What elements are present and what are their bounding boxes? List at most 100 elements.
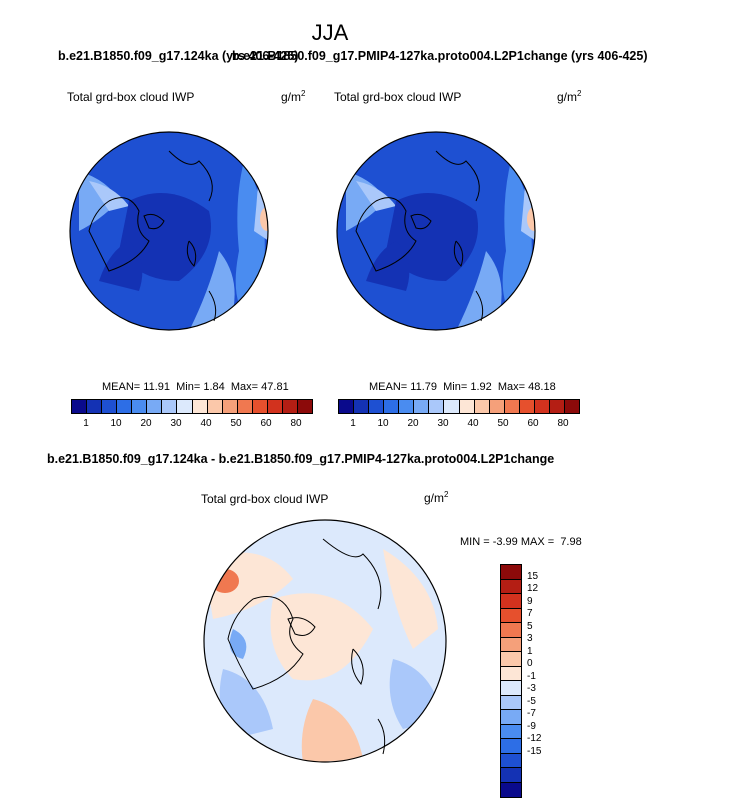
colorbar-swatch — [444, 400, 460, 413]
panel2-unit: g/m2 — [557, 89, 582, 104]
colorbar-panel2 — [338, 399, 580, 414]
colorbar-swatch — [399, 400, 415, 413]
colorbar-tick-label: 40 — [467, 418, 479, 429]
colorbar-swatch — [354, 400, 370, 413]
colorbar-tick-label: 10 — [110, 418, 122, 429]
colorbar-tick-label: 9 — [527, 595, 533, 607]
colorbar-panel1 — [71, 399, 313, 414]
colorbar-swatch — [534, 400, 550, 413]
colorbar-swatch — [504, 400, 520, 413]
colorbar-tick-label: 30 — [170, 418, 182, 429]
colorbar-tick-label: 80 — [557, 418, 569, 429]
colorbar-tick-label: 60 — [260, 418, 272, 429]
colorbar-swatch — [501, 608, 521, 623]
colorbar-swatch — [501, 739, 521, 754]
map-panel1 — [69, 131, 269, 331]
colorbar-tick-label: 1 — [83, 418, 89, 429]
season-title: JJA — [311, 20, 349, 45]
colorbar-tick-label: -9 — [527, 720, 536, 732]
colorbar-swatch — [501, 782, 521, 797]
colorbar-swatch — [252, 400, 268, 413]
colorbar-swatch — [297, 400, 312, 413]
colorbar-diff-ticks: 15 12 9 7 5 3 1 0 -1 -3 -5 -7 -9 -12 -15 — [527, 564, 557, 799]
colorbar-swatch — [192, 400, 208, 413]
colorbar-swatch — [549, 400, 565, 413]
colorbar-swatch — [501, 666, 521, 681]
colorbar-swatch — [132, 400, 148, 413]
colorbar-swatch — [267, 400, 283, 413]
colorbar-swatch — [369, 400, 385, 413]
colorbar-tick-label: -12 — [527, 733, 542, 744]
colorbar-tick-label: 1 — [350, 418, 356, 429]
colorbar-tick-label: 3 — [527, 633, 533, 644]
colorbar-swatch — [177, 400, 193, 413]
panel2-stats: MEAN= 11.79 Min= 1.92 Max= 48.18 — [369, 381, 556, 393]
colorbar-swatch — [474, 400, 490, 413]
panel1-label: Total grd-box cloud IWP — [67, 90, 195, 104]
colorbar-panel2-ticks: 1 10 20 30 40 50 60 80 — [338, 418, 578, 432]
diff-panel-unit: g/m2 — [424, 490, 449, 505]
colorbar-tick-label: 20 — [140, 418, 152, 429]
colorbar-swatch — [501, 637, 521, 652]
colorbar-tick-label: -3 — [527, 683, 536, 694]
colorbar-swatch — [501, 652, 521, 667]
colorbar-swatch — [501, 565, 521, 580]
colorbar-diff — [500, 564, 522, 798]
colorbar-swatch — [501, 753, 521, 768]
colorbar-swatch — [102, 400, 118, 413]
colorbar-swatch — [501, 768, 521, 783]
colorbar-tick-label: -7 — [527, 708, 536, 719]
colorbar-tick-label: 7 — [527, 608, 533, 619]
colorbar-swatch — [384, 400, 400, 413]
colorbar-swatch — [72, 400, 88, 413]
colorbar-tick-label: -1 — [527, 670, 536, 682]
colorbar-tick-label: 30 — [437, 418, 449, 429]
colorbar-swatch — [501, 710, 521, 725]
colorbar-tick-label: 80 — [290, 418, 302, 429]
panel2-label: Total grd-box cloud IWP — [334, 90, 462, 104]
colorbar-swatch — [501, 594, 521, 609]
colorbar-swatch — [429, 400, 445, 413]
colorbar-panel1-ticks: 1 10 20 30 40 50 60 80 — [71, 418, 311, 432]
colorbar-swatch — [414, 400, 430, 413]
colorbar-swatch — [501, 623, 521, 638]
diff-stats: MIN = -3.99 MAX = 7.98 — [460, 536, 582, 548]
panel1-stats: MEAN= 11.91 Min= 1.84 Max= 47.81 — [102, 381, 289, 393]
colorbar-tick-label: 0 — [527, 658, 533, 669]
colorbar-swatch — [282, 400, 298, 413]
colorbar-swatch — [489, 400, 505, 413]
colorbar-swatch — [564, 400, 579, 413]
diff-title: b.e21.B1850.f09_g17.124ka - b.e21.B1850.… — [47, 452, 555, 466]
colorbar-swatch — [87, 400, 103, 413]
colorbar-tick-label: -5 — [527, 695, 536, 707]
colorbar-tick-label: 10 — [377, 418, 389, 429]
colorbar-swatch — [501, 681, 521, 696]
colorbar-swatch — [501, 695, 521, 710]
colorbar-tick-label: 12 — [527, 583, 539, 594]
colorbar-swatch — [501, 724, 521, 739]
panel1-unit: g/m2 — [281, 89, 306, 104]
colorbar-tick-label: 60 — [527, 418, 539, 429]
diff-panel-label: Total grd-box cloud IWP — [201, 492, 329, 506]
colorbar-swatch — [162, 400, 178, 413]
colorbar-swatch — [237, 400, 253, 413]
colorbar-tick-label: -15 — [527, 745, 542, 757]
colorbar-swatch — [207, 400, 223, 413]
colorbar-swatch — [147, 400, 163, 413]
colorbar-tick-label: 15 — [527, 570, 539, 582]
colorbar-tick-label: 20 — [407, 418, 419, 429]
colorbar-swatch — [339, 400, 355, 413]
colorbar-swatch — [459, 400, 475, 413]
colorbar-tick-label: 50 — [497, 418, 509, 429]
map-panel2 — [336, 131, 536, 331]
colorbar-swatch — [501, 579, 521, 594]
colorbar-tick-label: 5 — [527, 620, 533, 632]
colorbar-swatch — [117, 400, 133, 413]
colorbar-swatch — [222, 400, 238, 413]
colorbar-tick-label: 40 — [200, 418, 212, 429]
colorbar-tick-label: 50 — [230, 418, 242, 429]
case-title-right: b.e21.B1850.f09_g17.PMIP4-127ka.proto004… — [232, 49, 648, 63]
colorbar-tick-label: 1 — [527, 645, 533, 657]
case-title-left: b.e21.B1850.f09_g17.124ka (yrs 406-425) — [58, 49, 299, 63]
map-diff — [203, 519, 447, 763]
